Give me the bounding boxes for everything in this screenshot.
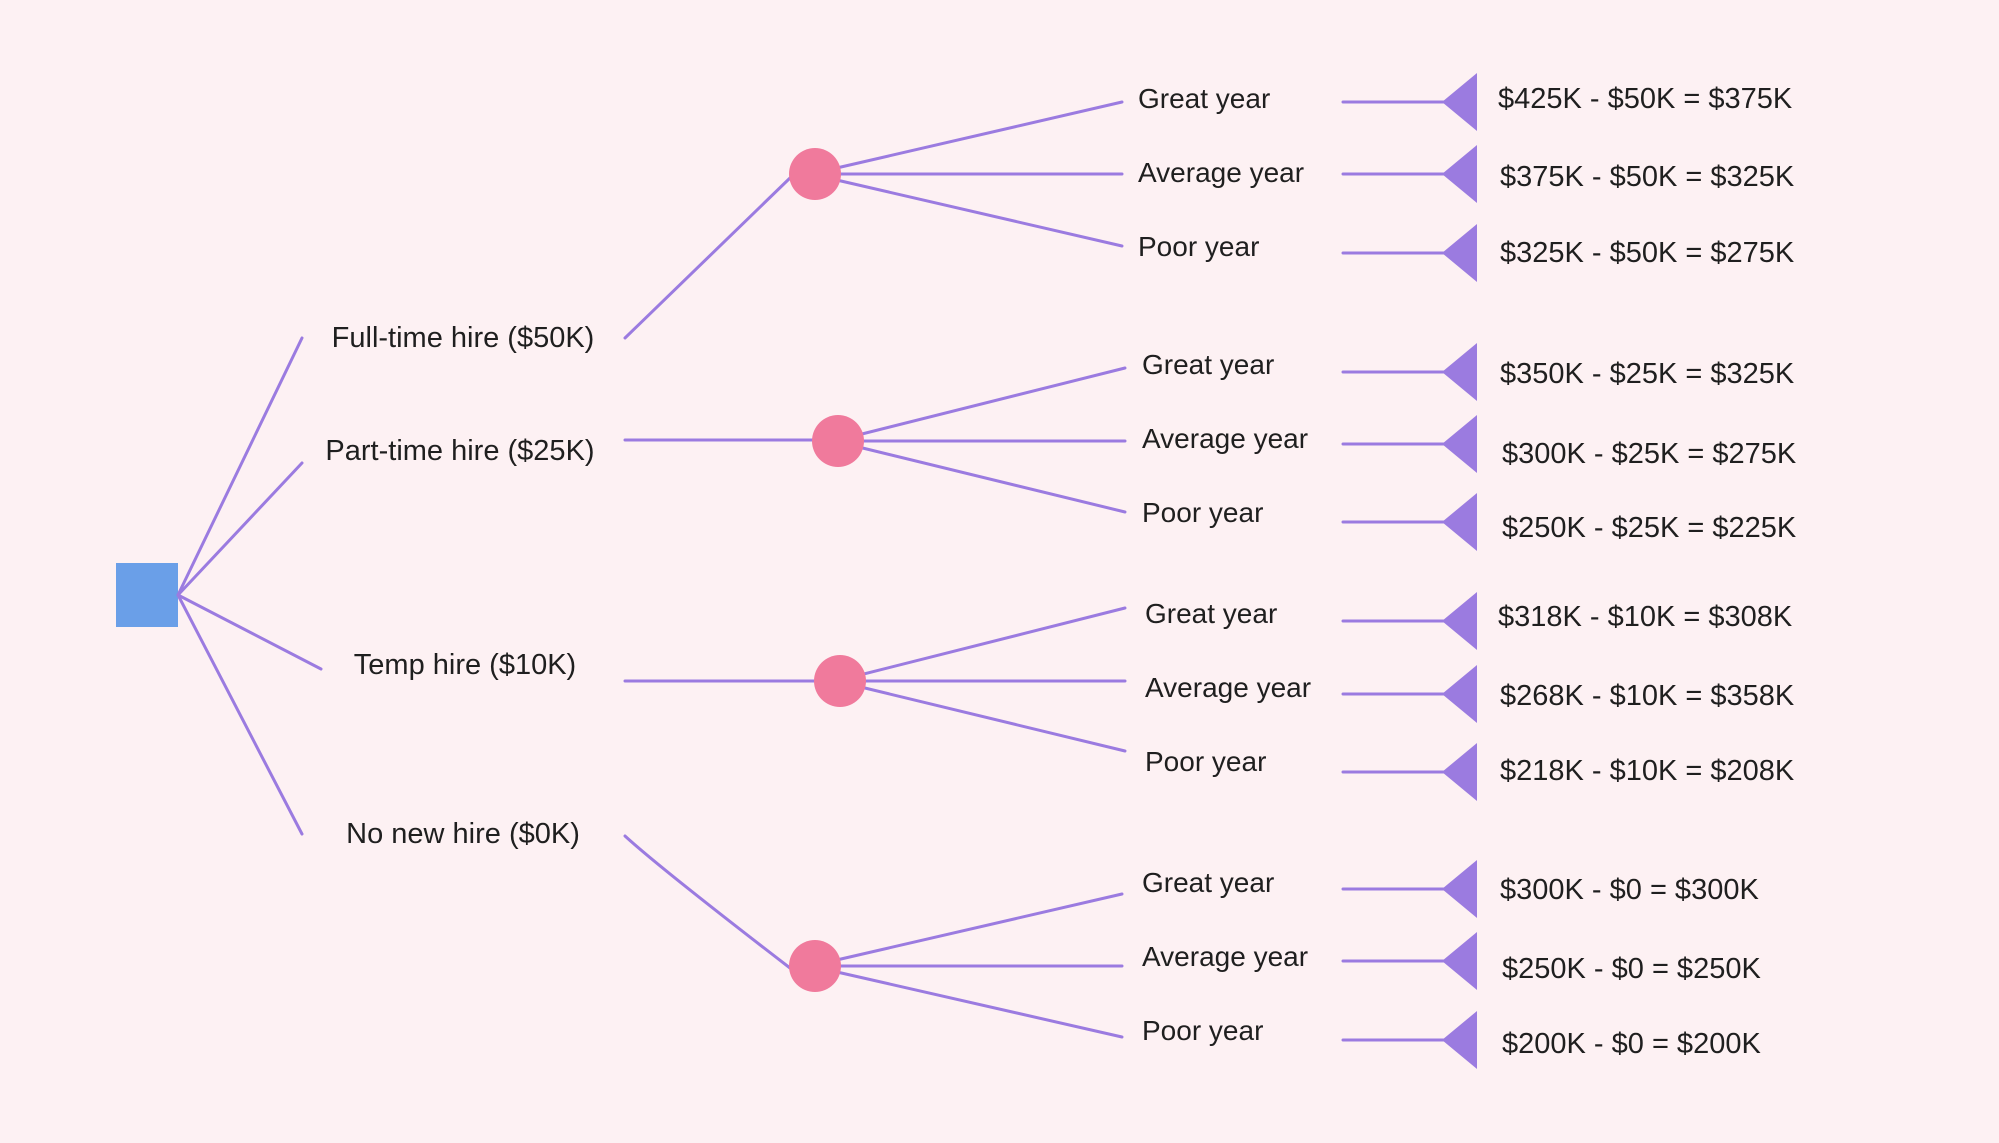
payoff-3-average: $268K - $10K = $358K [1500, 680, 1795, 712]
payoff-2-average: $300K - $25K = $275K [1502, 438, 1797, 470]
payoff-3-great: $318K - $10K = $308K [1498, 601, 1793, 633]
terminal-node-3-great [1442, 592, 1477, 650]
option-label-3: Temp hire ($10K) [354, 649, 576, 681]
chance-node-3 [814, 655, 866, 707]
edge-chance-2-great [836, 366, 1127, 442]
edge-root-option-1 [176, 336, 304, 597]
payoff-1-average: $375K - $50K = $325K [1500, 161, 1795, 193]
edge-chance-2-poor [836, 440, 1127, 514]
terminal-node-3-poor [1442, 743, 1477, 801]
chance-node-2 [812, 415, 864, 467]
outcome-label-2-poor: Poor year [1142, 497, 1263, 528]
edge-chance-4-great [813, 892, 1124, 967]
outcome-label-3-average: Average year [1145, 672, 1311, 703]
outcome-label-1-great: Great year [1138, 83, 1270, 114]
payoff-1-poor: $325K - $50K = $275K [1500, 237, 1795, 269]
payoff-3-poor: $218K - $10K = $208K [1500, 755, 1795, 787]
terminal-node-1-average [1442, 145, 1477, 203]
terminal-node-4-average [1442, 932, 1477, 990]
payoff-2-great: $350K - $25K = $325K [1500, 358, 1795, 390]
decision-node [116, 563, 178, 627]
outcome-label-2-average: Average year [1142, 423, 1308, 454]
terminal-node-3-average [1442, 665, 1477, 723]
edge-option-1-chance [623, 176, 792, 340]
edge-chance-3-great [838, 606, 1127, 682]
outcome-label-1-poor: Poor year [1138, 231, 1259, 262]
chance-node-4 [789, 940, 841, 992]
outcome-label-2-great: Great year [1142, 349, 1274, 380]
payoff-4-average: $250K - $0 = $250K [1502, 953, 1761, 985]
outcome-label-3-poor: Poor year [1145, 746, 1266, 777]
option-label-2: Part-time hire ($25K) [325, 435, 594, 467]
edge-chance-1-great [813, 100, 1124, 175]
terminal-node-4-poor [1442, 1011, 1477, 1069]
terminal-node-2-great [1442, 343, 1477, 401]
edge-option-4-chance [623, 834, 792, 970]
payoff-4-poor: $200K - $0 = $200K [1502, 1028, 1761, 1060]
outcome-label-3-great: Great year [1145, 598, 1277, 629]
payoff-4-great: $300K - $0 = $300K [1500, 874, 1759, 906]
edge-root-option-4 [176, 593, 304, 836]
terminal-node-1-poor [1442, 224, 1477, 282]
edge-root-option-2 [176, 461, 304, 597]
edge-chance-1-poor [813, 173, 1124, 248]
option-label-1: Full-time hire ($50K) [332, 322, 595, 354]
option-label-4: No new hire ($0K) [346, 818, 580, 850]
outcome-label-4-poor: Poor year [1142, 1015, 1263, 1046]
terminal-node-4-great [1442, 860, 1477, 918]
outcome-label-1-average: Average year [1138, 157, 1304, 188]
terminal-node-1-great [1442, 73, 1477, 131]
edge-chance-4-poor [813, 965, 1124, 1039]
payoff-1-great: $425K - $50K = $375K [1498, 83, 1793, 115]
terminal-node-2-poor [1442, 493, 1477, 551]
outcome-label-4-great: Great year [1142, 867, 1274, 898]
payoff-2-poor: $250K - $25K = $225K [1502, 512, 1797, 544]
chance-node-1 [789, 148, 841, 200]
outcome-label-4-average: Average year [1142, 941, 1308, 972]
terminal-node-2-average [1442, 415, 1477, 473]
edge-root-option-3 [176, 593, 323, 671]
edge-chance-3-poor [838, 680, 1127, 753]
